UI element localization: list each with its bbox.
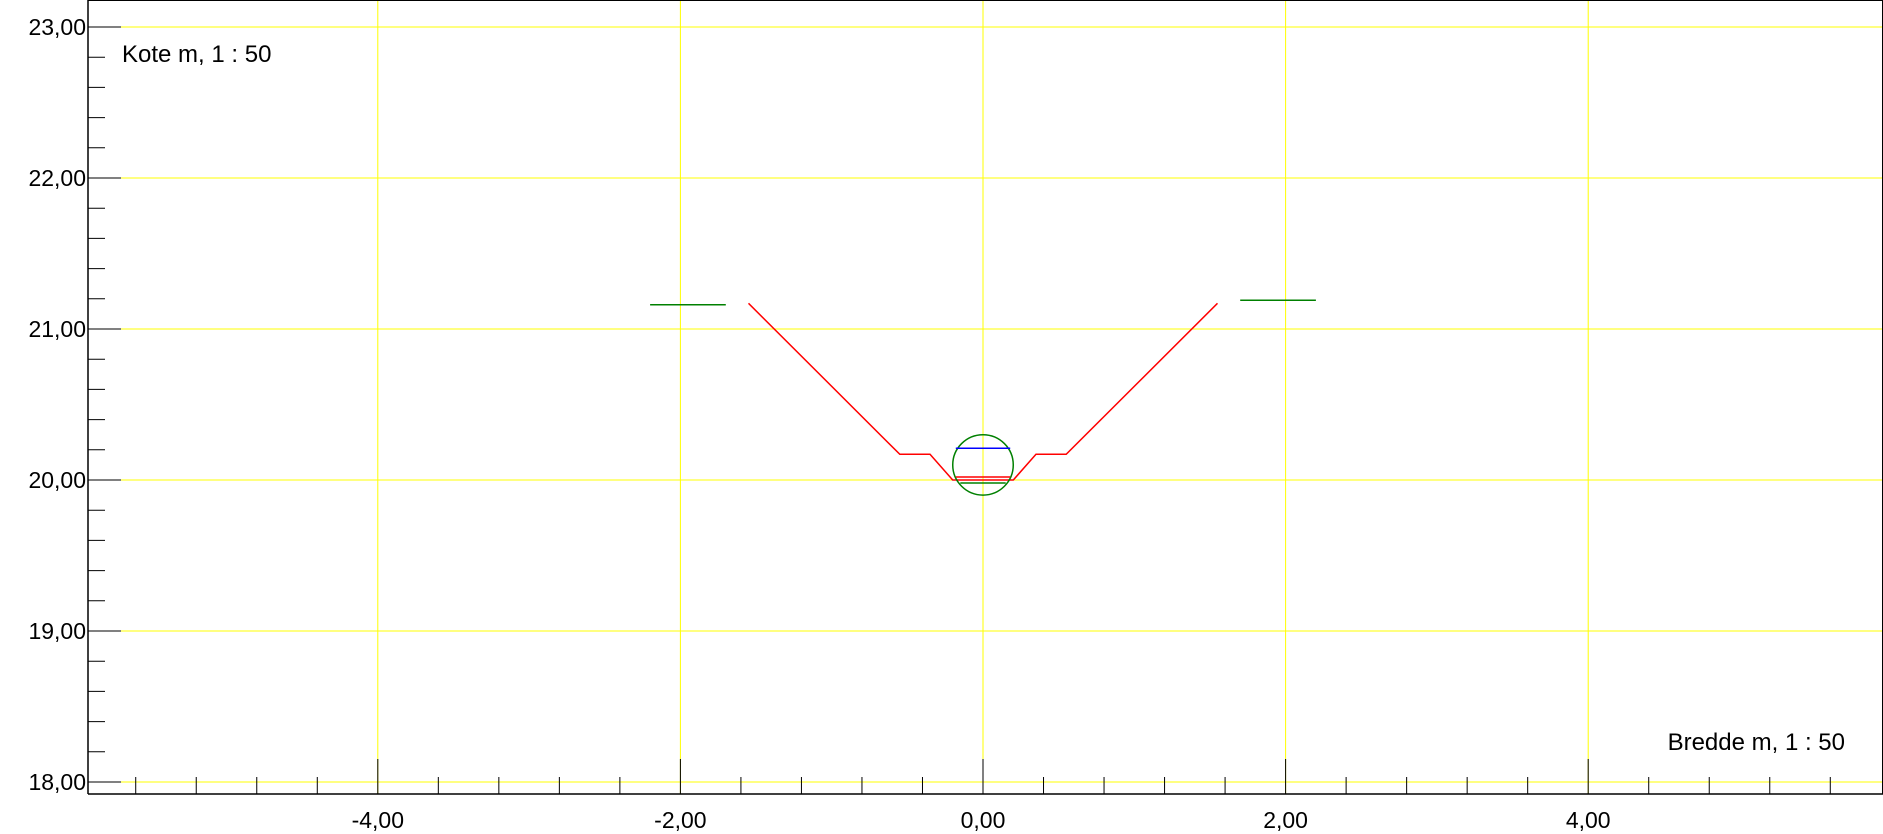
- x-tick-label: -2,00: [654, 807, 706, 833]
- y-tick-label: 23,00: [28, 14, 86, 40]
- y-tick-label: 20,00: [28, 467, 86, 493]
- x-tick-label: 0,00: [961, 807, 1006, 833]
- series-layer: [650, 299, 1316, 496]
- tick-label-layer: -4,00 -2,00 0,00 2,00 4,00 18,00 19,00 20,00 21,…: [28, 14, 1610, 833]
- series-circle-3: [951, 433, 1015, 496]
- y-axis-title: Kote m, 1 : 50: [122, 41, 271, 68]
- tick-layer: [88, 26, 1831, 794]
- y-tick-label: 19,00: [28, 618, 86, 644]
- grid-layer: [88, 0, 1883, 794]
- x-axis-title: Bredde m, 1 : 50: [1668, 729, 1845, 756]
- x-tick-label: 2,00: [1263, 807, 1308, 833]
- y-tick-label: 18,00: [28, 769, 86, 795]
- x-tick-label: 4,00: [1566, 807, 1611, 833]
- y-tick-label: 22,00: [28, 165, 86, 191]
- y-tick-label: 21,00: [28, 316, 86, 342]
- series-line-0: [747, 302, 1219, 481]
- x-tick-label: -4,00: [352, 807, 404, 833]
- axis-layer: [87, 0, 1883, 795]
